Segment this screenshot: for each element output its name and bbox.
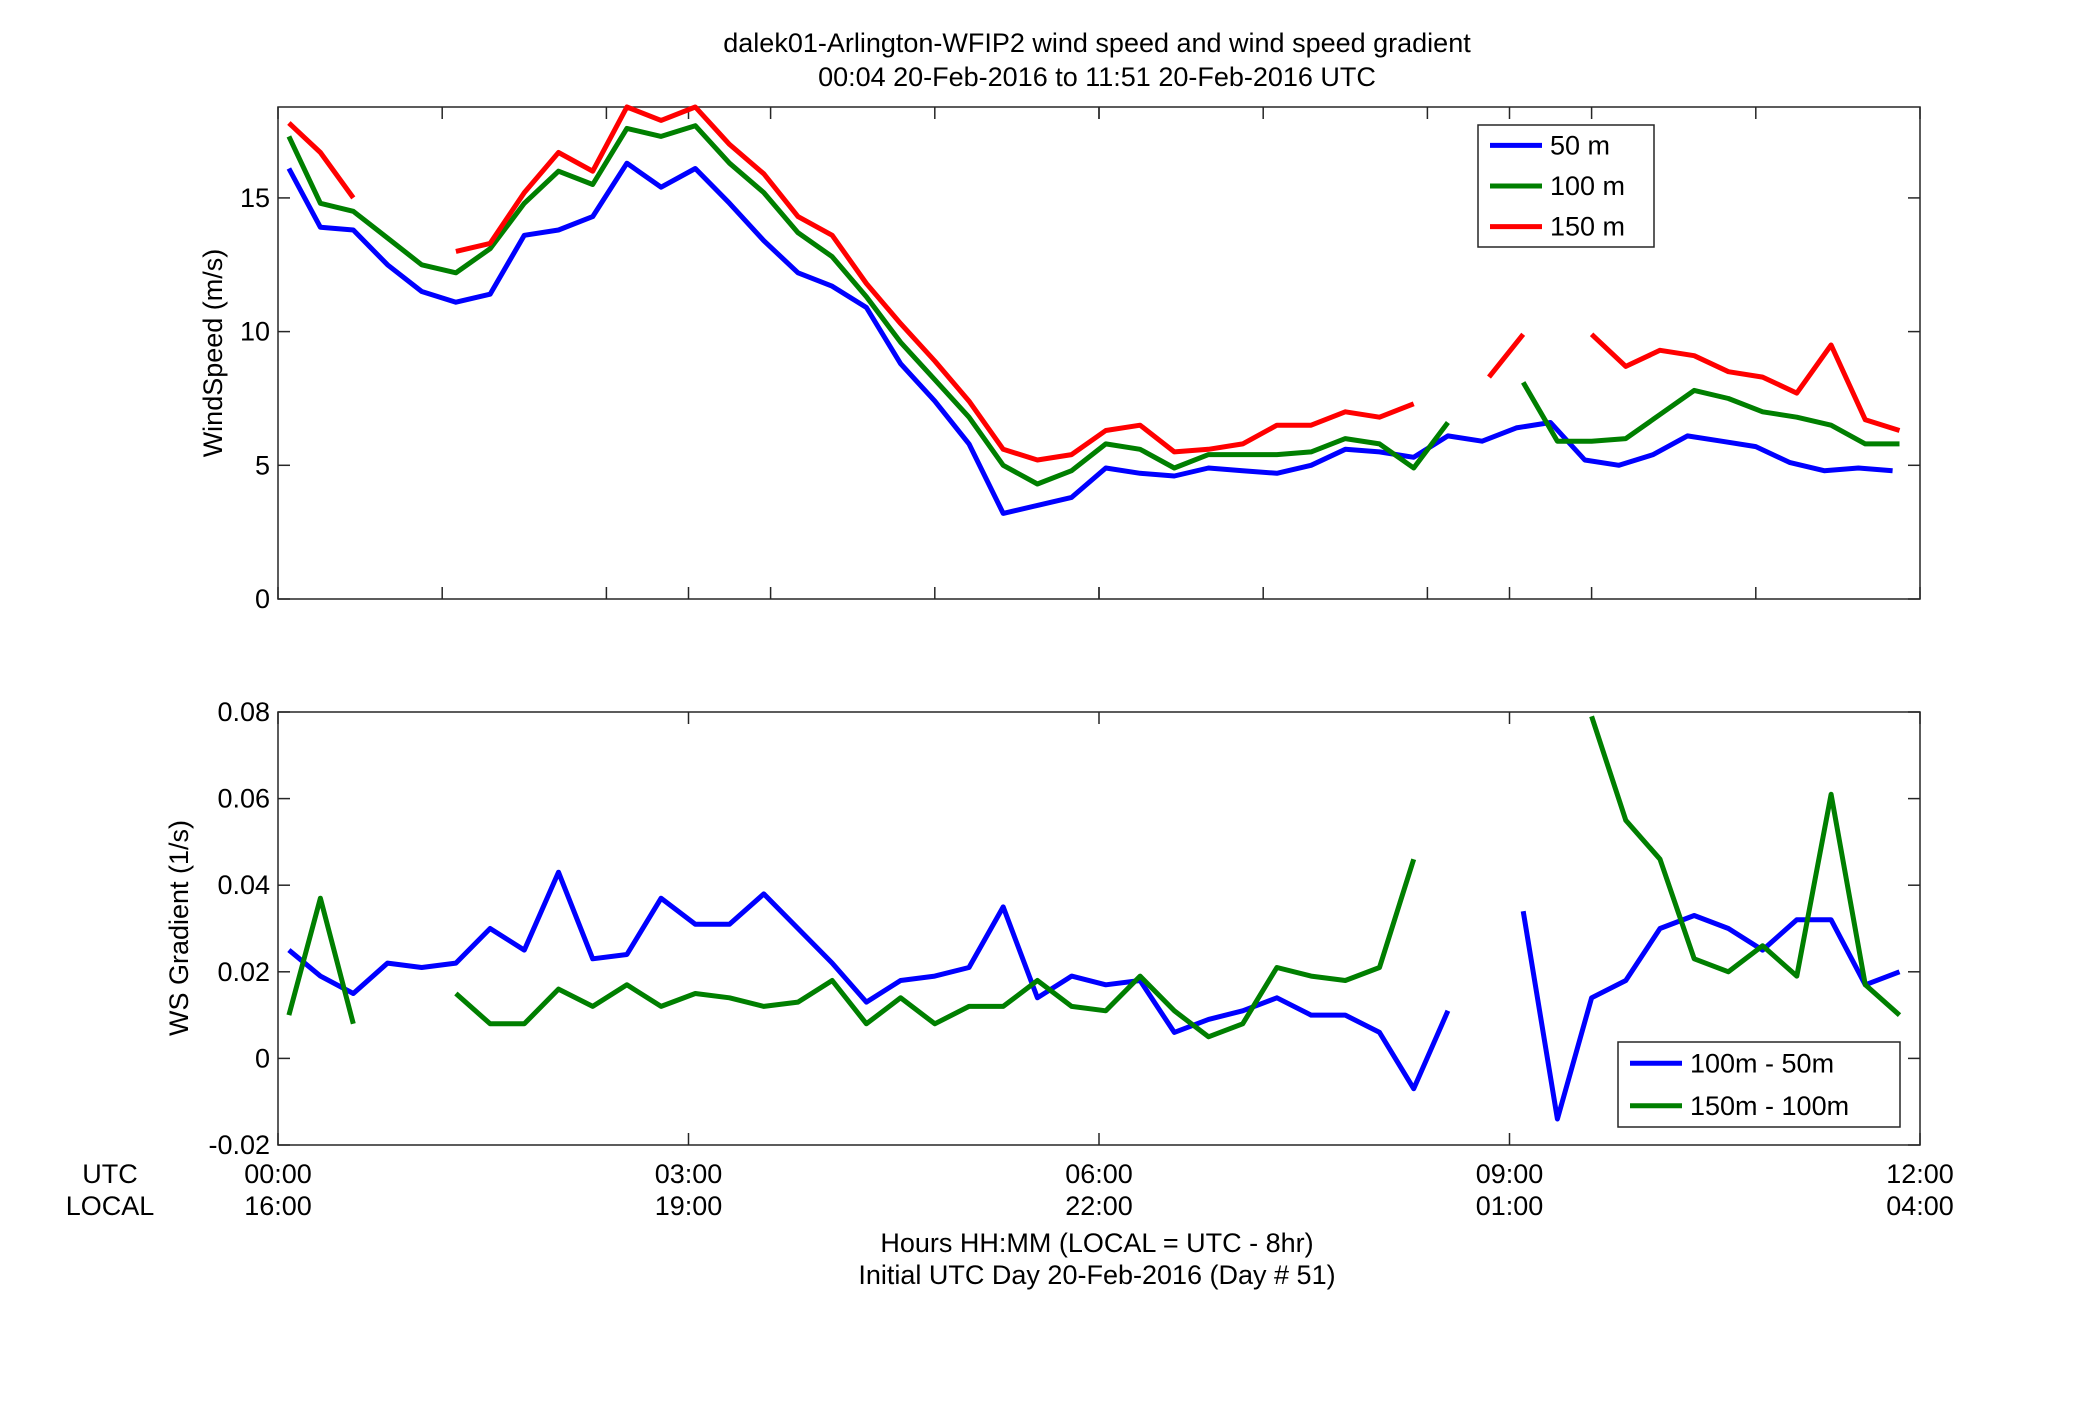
wind-speed-legend-label: 100 m — [1550, 171, 1625, 201]
gradient-y-tick-label: 0.02 — [217, 957, 270, 987]
gradient-legend-box — [1617, 1041, 1901, 1128]
gradient-y-tick-label: 0 — [255, 1043, 270, 1073]
gradient-y-tick-label: 0.06 — [217, 784, 270, 814]
wind-speed-y-tick-label: 5 — [255, 450, 270, 480]
wind-speed-legend-label: 50 m — [1550, 130, 1610, 160]
gradient-legend-label: 150m - 100m — [1690, 1091, 1849, 1121]
wind-speed-series-50-m-line — [286, 160, 1893, 516]
figure-title-line2: 00:04 20-Feb-2016 to 11:51 20-Feb-2016 U… — [818, 62, 1376, 92]
x-tick-label-utc: 06:00 — [1065, 1159, 1133, 1189]
gradient-series-150m-100m-line — [286, 715, 1902, 1040]
local-row-label: LOCAL — [66, 1191, 155, 1221]
figure-title-line1: dalek01-Arlington-WFIP2 wind speed and w… — [723, 28, 1471, 58]
gradient-y-tick-label: -0.02 — [208, 1130, 270, 1160]
x-tick-label-utc: 03:00 — [655, 1159, 723, 1189]
x-tick-label-utc: 12:00 — [1886, 1159, 1954, 1189]
gradient-panel: -0.02 0 0.02 0.04 0.06 0.08 WS Gradient (1/s)… — [164, 697, 1921, 1160]
utc-row-label: UTC — [82, 1159, 138, 1189]
gradient-legend-label: 100m - 50m — [1690, 1048, 1834, 1078]
x-tick-label-local: 19:00 — [655, 1191, 723, 1221]
x-tick-label-local: 01:00 — [1476, 1191, 1544, 1221]
x-axis-label-line2: Initial UTC Day 20-Feb-2016 (Day # 51) — [858, 1260, 1335, 1290]
x-tick-label-local: 16:00 — [244, 1191, 312, 1221]
wind-speed-panel: 0 5 10 15 WindSpeed (m/s) 50 m 100 m 150 m — [198, 104, 1921, 614]
x-tick-label-utc: 09:00 — [1476, 1159, 1544, 1189]
gradient-y-tick-label: 0.08 — [217, 697, 270, 727]
wind-speed-legend: 50 m 100 m 150 m — [1477, 124, 1655, 248]
wind-speed-legend-label: 150 m — [1550, 212, 1625, 242]
x-axis-label-line1: Hours HH:MM (LOCAL = UTC - 8hr) — [880, 1228, 1313, 1258]
wind-speed-y-tick-label: 0 — [255, 584, 270, 614]
gradient-legend: 100m - 50m 150m - 100m — [1617, 1041, 1901, 1128]
x-tick-label-local: 22:00 — [1065, 1191, 1133, 1221]
gradient-y-tick-label: 0.04 — [217, 870, 270, 900]
wind-speed-y-axis-label: WindSpeed (m/s) — [198, 249, 228, 458]
wind-speed-y-tick-label: 15 — [240, 183, 270, 213]
gradient-y-axis-label: WS Gradient (1/s) — [164, 820, 194, 1036]
wind-speed-series-150-m-line — [287, 104, 1901, 463]
wind-speed-y-tick-label: 10 — [240, 317, 270, 347]
x-tick-label-local: 04:00 — [1886, 1191, 1954, 1221]
wind-speed-series-100-m-line — [286, 123, 1900, 487]
x-tick-label-utc: 00:00 — [244, 1159, 312, 1189]
